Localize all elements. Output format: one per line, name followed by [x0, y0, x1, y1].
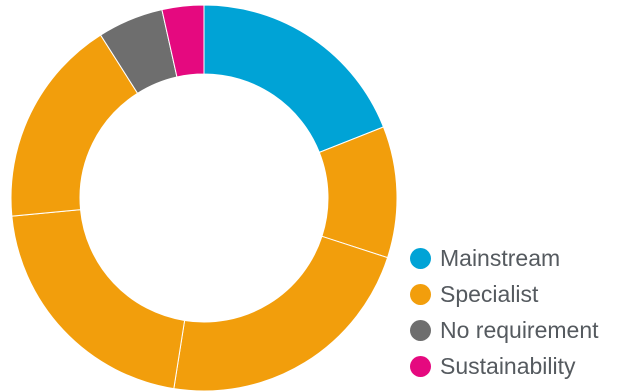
- donut-segment-specialist-2: [173, 235, 389, 392]
- donut-segment-specialist-3: [11, 209, 186, 390]
- legend-item-mainstream: Mainstream: [410, 240, 599, 276]
- legend-label-no-requirement: No requirement: [440, 316, 599, 343]
- legend-label-specialist: Specialist: [440, 280, 539, 307]
- chart-legend: Mainstream Specialist No requirement Sus…: [410, 240, 599, 384]
- legend-swatch-no-requirement: [410, 319, 431, 341]
- legend-label-sustainability: Sustainability: [440, 352, 576, 379]
- legend-item-sustainability: Sustainability: [410, 348, 599, 384]
- legend-swatch-specialist: [410, 283, 431, 305]
- legend-item-no-requirement: No requirement: [410, 312, 599, 348]
- donut-segment-sustainability-6: [161, 4, 205, 78]
- legend-item-specialist: Specialist: [410, 276, 599, 312]
- donut-segment-mainstream-0: [203, 4, 385, 154]
- legend-swatch-sustainability: [410, 355, 431, 377]
- legend-label-mainstream: Mainstream: [440, 244, 561, 271]
- legend-swatch-mainstream: [410, 247, 431, 269]
